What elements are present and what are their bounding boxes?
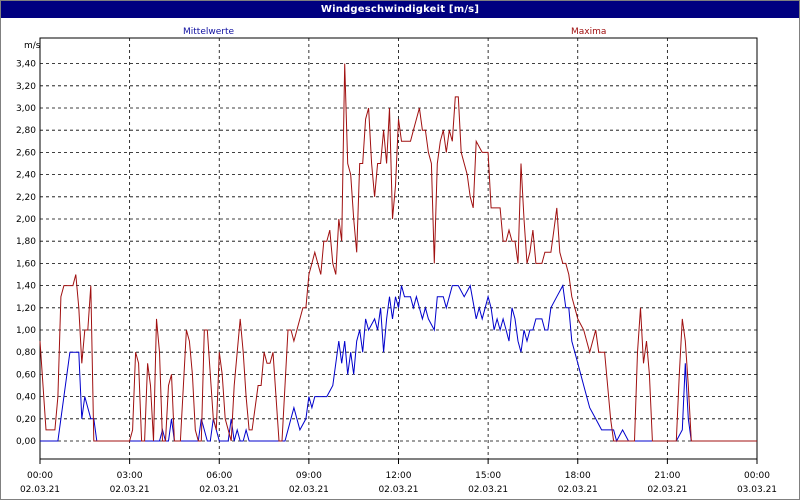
- series-maxima-line: [39, 63, 757, 442]
- legend-mittelwerte: Mittelwerte: [183, 27, 234, 37]
- y-tick-label: 1,20: [16, 304, 36, 314]
- grid: [40, 38, 757, 459]
- x-tick-time: 00:00: [744, 471, 770, 481]
- y-tick-label: 1,60: [16, 259, 36, 269]
- x-tick-date: 02.03.21: [468, 485, 508, 495]
- y-tick-label: 0,60: [16, 370, 36, 380]
- x-tick-time: 18:00: [565, 471, 591, 481]
- x-tick-time: 12:00: [386, 471, 412, 481]
- y-tick-label: 0,80: [16, 348, 36, 358]
- y-tick-label: 2,40: [16, 171, 36, 181]
- x-tick-date: 02.03.21: [558, 485, 598, 495]
- y-axis-label: m/s: [24, 41, 41, 51]
- x-tick-time: 06:00: [206, 471, 232, 481]
- x-tick-time: 21:00: [654, 471, 680, 481]
- y-tick-label: 2,20: [16, 193, 36, 203]
- y-tick-label: 1,00: [16, 326, 36, 336]
- chart-title: Windgeschwindigkeit [m/s]: [1, 1, 799, 18]
- y-tick-label: 3,00: [16, 104, 36, 114]
- x-tick-date: 02.03.21: [20, 485, 60, 495]
- y-tick-label: 1,80: [16, 237, 36, 247]
- y-tick-label: 0,00: [16, 437, 36, 447]
- x-tick-time: 15:00: [475, 471, 501, 481]
- y-tick-label: 2,80: [16, 126, 36, 136]
- y-tick-label: 2,60: [16, 148, 36, 158]
- y-tick-label: 3,20: [16, 82, 36, 92]
- y-tick-label: 0,20: [16, 415, 36, 425]
- x-tick-date: 03.03.21: [737, 485, 777, 495]
- y-tick-label: 3,40: [16, 60, 36, 70]
- x-tick-time: 00:00: [27, 471, 53, 481]
- x-tick-date: 02.03.21: [378, 485, 418, 495]
- x-tick-date: 02.03.21: [647, 485, 687, 495]
- x-tick-date: 02.03.21: [289, 485, 329, 495]
- y-tick-label: 0,40: [16, 393, 36, 403]
- x-tick-date: 02.03.21: [199, 485, 239, 495]
- legend-maxima: Maxima: [571, 27, 606, 37]
- series-lines: [39, 63, 757, 443]
- x-tick-time: 03:00: [117, 471, 143, 481]
- y-tick-label: 2,00: [16, 215, 36, 225]
- x-tick-time: 09:00: [296, 471, 322, 481]
- y-tick-label: 1,40: [16, 282, 36, 292]
- axes: 0,00 0,20 0,40 0,60 0,80 1,00 1,20 1,40 1,60 1,80…: [16, 60, 777, 495]
- x-tick-date: 02.03.21: [110, 485, 150, 495]
